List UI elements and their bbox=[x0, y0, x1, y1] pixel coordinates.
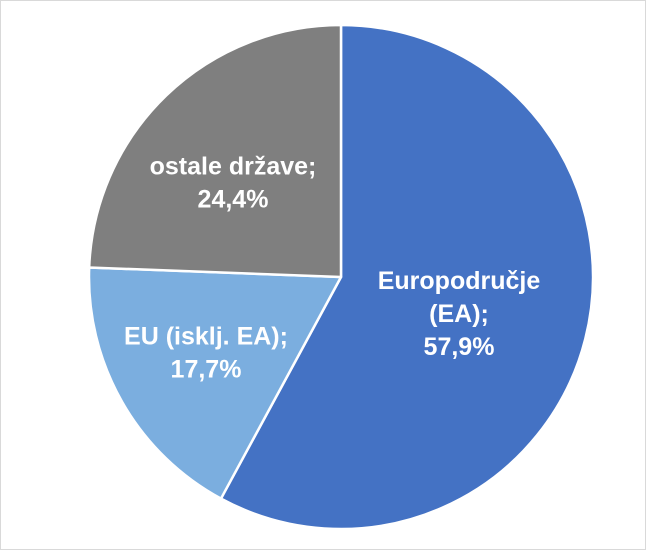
pie-label-line: EU (isklj. EA); bbox=[124, 323, 288, 351]
pie-label-europodrucje-ea: Europodručje (EA); 57,9% bbox=[378, 267, 541, 361]
pie-label-line: (EA); bbox=[429, 300, 489, 328]
pie-labels: Europodručje (EA); 57,9% EU (isklj. EA); 17,… bbox=[124, 153, 540, 384]
pie-slice-eu-isklj-ea bbox=[87, 266, 343, 500]
pie-label-line: 17,7% bbox=[171, 356, 242, 384]
pie-slice-europodrucje-ea bbox=[219, 23, 595, 531]
pie-slices bbox=[87, 23, 595, 531]
pie-label-eu-isklj-ea: EU (isklj. EA); 17,7% bbox=[124, 323, 288, 384]
pie-label-line: 57,9% bbox=[424, 333, 495, 361]
pie-label-line: ostale države; bbox=[150, 153, 317, 181]
pie-slice-ostale-drzave bbox=[87, 23, 343, 279]
pie-label-ostale-drzave: ostale države; 24,4% bbox=[150, 153, 317, 214]
pie-label-line: Europodručje bbox=[378, 267, 541, 295]
pie-label-line: 24,4% bbox=[198, 186, 269, 214]
